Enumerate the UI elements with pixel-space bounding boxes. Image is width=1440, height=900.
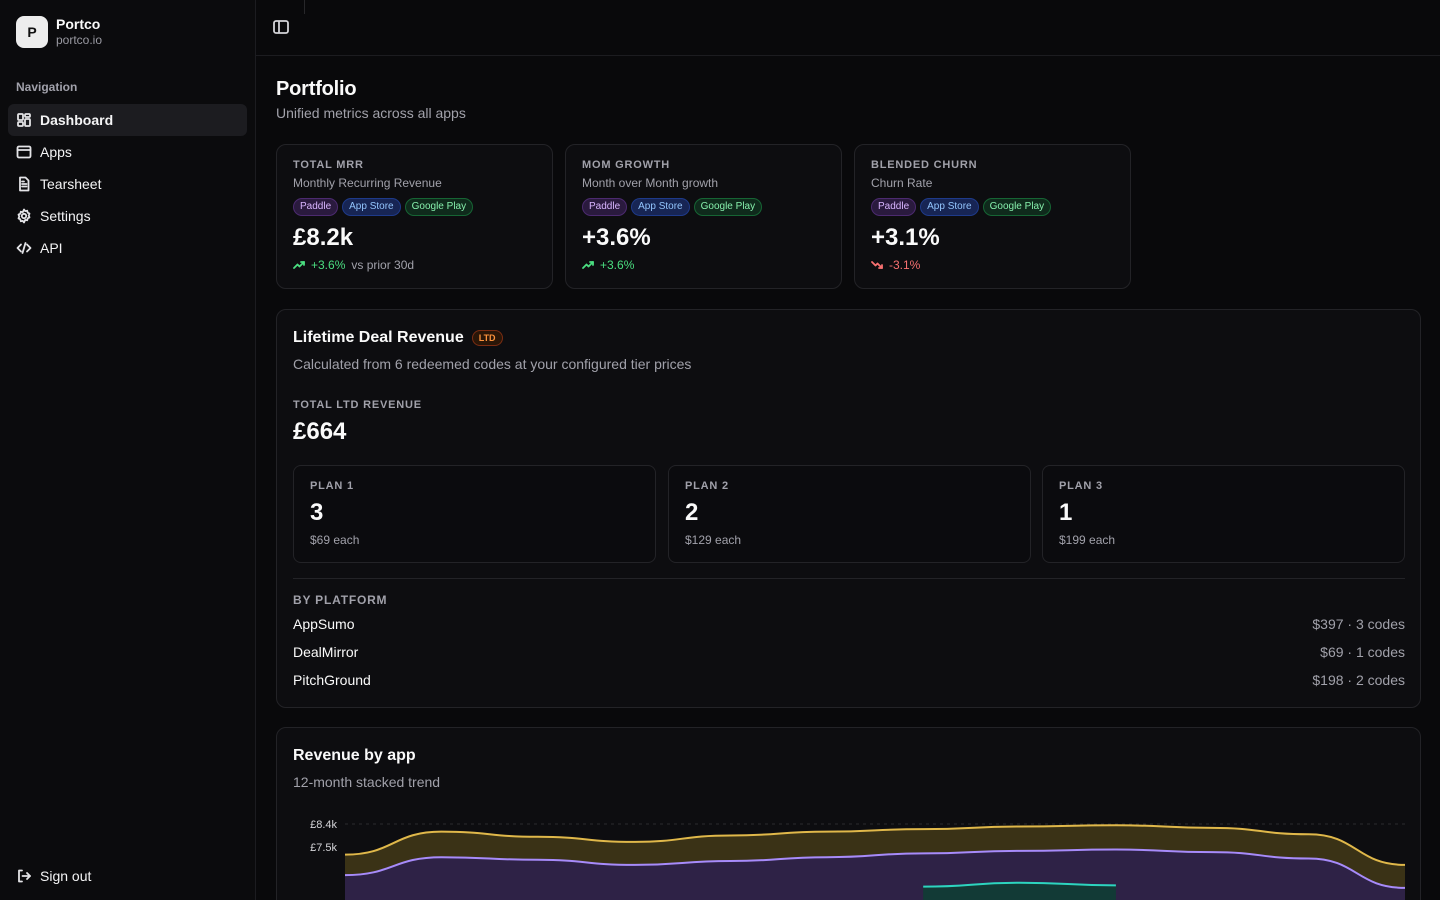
sidebar-item-label: Dashboard <box>40 112 114 128</box>
sign-out-button[interactable]: Sign out <box>16 864 91 888</box>
kpi-description: Churn Rate <box>871 176 933 190</box>
platform-name: PitchGround <box>293 672 371 688</box>
platform-value: $198 · 2 codes <box>1312 672 1405 688</box>
ltd-total-value: £664 <box>293 418 347 445</box>
app-store-badge: App Store <box>342 198 401 216</box>
top-bar <box>256 0 1440 56</box>
brand-logo: P <box>16 16 48 48</box>
kpi-trend: +3.6% <box>311 258 346 272</box>
app-store-badge: App Store <box>920 198 979 216</box>
revenue-subtitle: 12-month stacked trend <box>293 774 441 790</box>
google-play-badge: Google Play <box>693 198 763 216</box>
platform-row: AppSumo $397 · 3 codes <box>293 616 1405 632</box>
sidebar-nav: Dashboard Apps Tearsheet Settings API <box>8 104 247 264</box>
trending-up-icon <box>582 259 594 271</box>
series-area <box>345 849 1405 900</box>
plan-price: $199 each <box>1059 533 1116 547</box>
y-tick-label: £8.4k <box>310 819 337 831</box>
nav-heading: Navigation <box>16 80 78 94</box>
document-icon <box>16 176 32 192</box>
plan-label: PLAN 2 <box>685 480 729 492</box>
brand-name: Portco <box>56 16 101 32</box>
sidebar-item-label: Settings <box>40 208 91 224</box>
series-line <box>344 824 1406 866</box>
plan-card: PLAN 3 1 $199 each <box>1042 465 1405 563</box>
paddle-badge: Paddle <box>582 198 628 216</box>
revenue-chart[interactable]: £8.4k £7.5k <box>277 808 1422 900</box>
kpi-description: Monthly Recurring Revenue <box>293 176 442 190</box>
divider <box>293 578 1405 579</box>
kpi-card-churn: BLENDED CHURN Churn Rate Paddle App Stor… <box>854 144 1131 289</box>
sidebar-toggle-icon <box>273 20 289 34</box>
kpi-trend-suffix: vs prior 30d <box>351 258 415 272</box>
kpi-label: MOM GROWTH <box>582 159 671 171</box>
kpi-trend: -3.1% <box>889 258 921 272</box>
revenue-by-app-card: Revenue by app 12-month stacked trend £8… <box>276 727 1421 900</box>
kpi-description: Month over Month growth <box>582 176 719 190</box>
page-subtitle: Unified metrics across all apps <box>276 105 466 121</box>
plan-count: 1 <box>1059 499 1073 526</box>
sidebar-item-tearsheet[interactable]: Tearsheet <box>8 168 247 200</box>
trending-up-icon <box>293 259 305 271</box>
platform-value: $397 · 3 codes <box>1312 616 1405 632</box>
sidebar: P Portco portco.io Navigation Dashboard … <box>0 0 256 900</box>
sidebar-item-label: Tearsheet <box>40 176 102 192</box>
sidebar-item-label: Apps <box>40 144 72 160</box>
kpi-label: TOTAL MRR <box>293 159 364 171</box>
kpi-card-mrr: TOTAL MRR Monthly Recurring Revenue Padd… <box>276 144 553 289</box>
plan-count: 2 <box>685 499 699 526</box>
topbar-divider <box>304 0 305 14</box>
kpi-value: £8.2k <box>293 224 354 251</box>
sidebar-item-label: API <box>40 240 63 256</box>
kpi-value: +3.6% <box>582 224 651 251</box>
kpi-trend: +3.6% <box>600 258 635 272</box>
plan-card: PLAN 2 2 $129 each <box>668 465 1031 563</box>
series-line <box>923 881 1116 888</box>
kpi-value: +3.1% <box>871 224 940 251</box>
ltd-title: Lifetime Deal Revenue <box>293 329 464 346</box>
platform-row: PitchGround $198 · 2 codes <box>293 672 1405 688</box>
sidebar-item-api[interactable]: API <box>8 232 247 264</box>
paddle-badge: Paddle <box>293 198 339 216</box>
sign-out-label: Sign out <box>40 868 92 884</box>
ltd-revenue-card: Lifetime Deal Revenue LTD Calculated fro… <box>276 309 1421 708</box>
sign-out-icon <box>16 868 32 884</box>
platform-heading: BY PLATFORM <box>293 593 388 607</box>
ltd-subtitle: Calculated from 6 redeemed codes at your… <box>293 356 692 372</box>
plan-label: PLAN 3 <box>1059 480 1103 492</box>
y-tick-label: £7.5k <box>310 842 337 854</box>
sidebar-item-apps[interactable]: Apps <box>8 136 247 168</box>
kpi-label: BLENDED CHURN <box>871 159 978 171</box>
sidebar-toggle-button[interactable] <box>272 18 292 38</box>
sidebar-item-dashboard[interactable]: Dashboard <box>8 104 247 136</box>
platform-row: DealMirror $69 · 1 codes <box>293 644 1405 660</box>
platform-name: AppSumo <box>293 616 355 632</box>
platform-name: DealMirror <box>293 644 359 660</box>
plan-label: PLAN 1 <box>310 480 354 492</box>
sidebar-item-settings[interactable]: Settings <box>8 200 247 232</box>
ltd-badge: LTD <box>471 330 503 346</box>
plan-price: $129 each <box>685 533 742 547</box>
paddle-badge: Paddle <box>871 198 917 216</box>
google-play-badge: Google Play <box>404 198 474 216</box>
series-line <box>344 848 1406 889</box>
brand[interactable]: P Portco portco.io <box>16 16 102 48</box>
series-area <box>923 882 1116 900</box>
gear-icon <box>16 208 32 224</box>
kpi-card-mom-growth: MOM GROWTH Month over Month growth Paddl… <box>565 144 842 289</box>
trending-down-icon <box>871 259 883 271</box>
platform-value: $69 · 1 codes <box>1320 644 1405 660</box>
ltd-total-label: TOTAL LTD REVENUE <box>293 399 422 411</box>
revenue-title: Revenue by app <box>293 747 416 764</box>
google-play-badge: Google Play <box>982 198 1052 216</box>
brand-domain: portco.io <box>56 33 103 47</box>
plan-card: PLAN 1 3 $69 each <box>293 465 656 563</box>
page-title: Portfolio <box>276 78 357 100</box>
app-store-badge: App Store <box>631 198 690 216</box>
plan-count: 3 <box>310 499 324 526</box>
apps-icon <box>16 144 32 160</box>
plan-price: $69 each <box>310 533 360 547</box>
dashboard-icon <box>16 112 32 128</box>
code-icon <box>16 240 32 256</box>
